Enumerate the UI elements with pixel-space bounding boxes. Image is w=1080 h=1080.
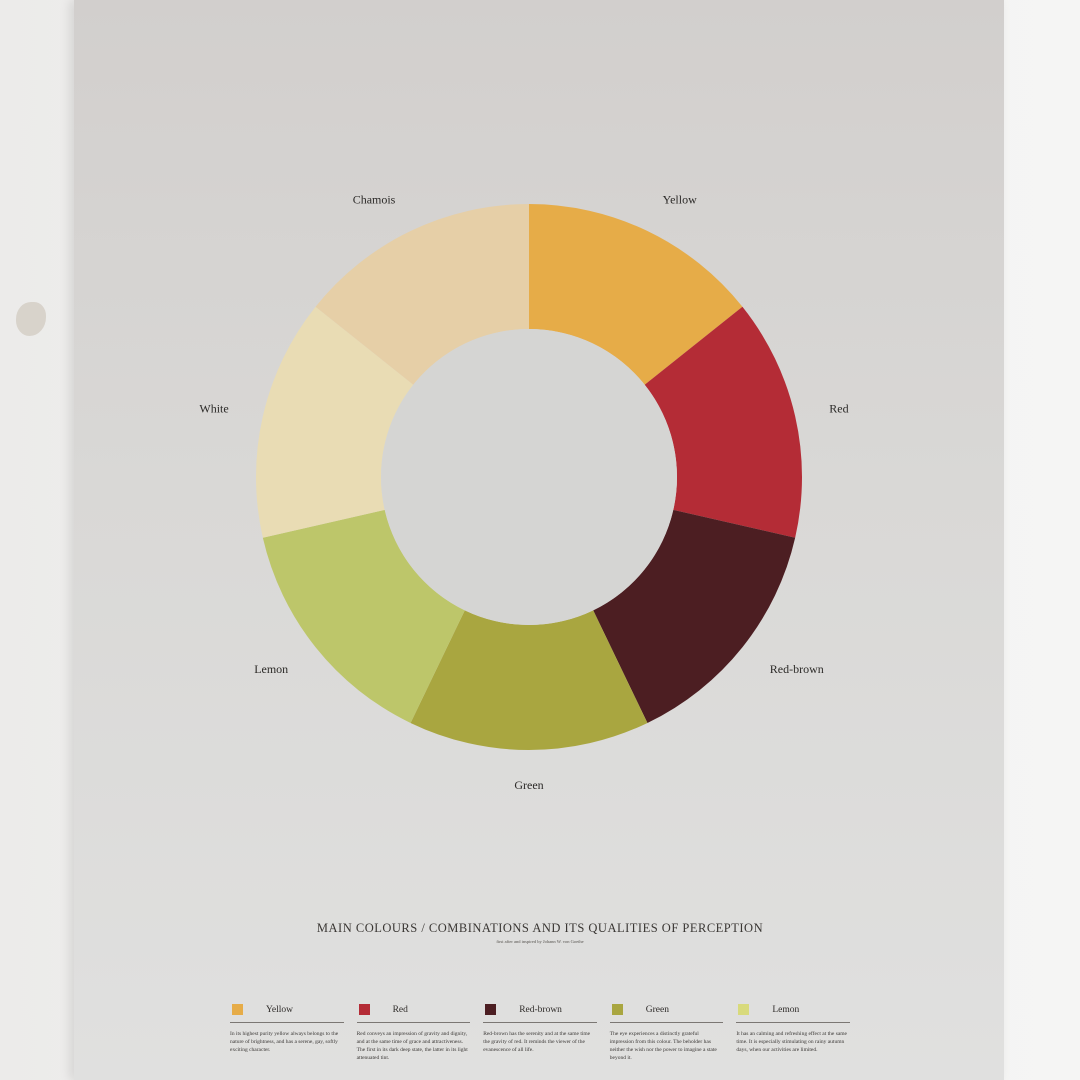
segment-label-white: White <box>199 401 228 415</box>
legend-swatch-green <box>611 1004 623 1015</box>
donut-segment-green <box>410 610 648 750</box>
chart-title: MAIN COLOURS / COMBINATIONS AND ITS QUAL… <box>316 921 764 935</box>
segment-label-green: Green <box>514 778 543 792</box>
legend-label-lemon: Lemon <box>772 1005 800 1015</box>
donut-segment-red <box>644 306 802 538</box>
donut-segment-white <box>255 306 414 538</box>
legend-swatch-lemon <box>738 1004 750 1015</box>
segment-label-chamois: Chamois <box>353 193 396 207</box>
legend-swatch-yellow <box>232 1004 243 1015</box>
legend-label-green: Green <box>645 1005 669 1015</box>
wall-paint-chip <box>16 302 46 336</box>
legend-description-red-brown: Red-brown has the serenity and at the sa… <box>483 1031 591 1053</box>
segment-label-lemon: Lemon <box>254 662 288 676</box>
segment-label-red-brown: Red-brown <box>770 662 824 676</box>
legend-label-red-brown: Red-brown <box>519 1005 562 1015</box>
legend-item-red: Red Red conveys an impression of gravity… <box>356 1000 471 1080</box>
donut-segment-red-brown <box>593 509 796 723</box>
legend-label-yellow: Yellow <box>266 1005 294 1015</box>
chart-subtitle: first after and inspired by Johann W. vo… <box>496 939 584 944</box>
legend-label-red: Red <box>392 1005 408 1015</box>
legend-swatch-red <box>358 1004 370 1015</box>
legend-item-lemon: Lemon It has an calming and refreshing e… <box>736 1000 850 1080</box>
legend: Yellow In its highest purity yellow alwa… <box>230 1000 850 1080</box>
donut-segment-yellow <box>529 204 743 385</box>
donut-segment-lemon <box>262 509 465 723</box>
legend-description-red: Red conveys an impression of gravity and… <box>356 1031 468 1061</box>
donut-segment-chamois <box>315 203 529 385</box>
segment-label-red: Red <box>829 401 848 415</box>
donut-hole <box>381 329 677 625</box>
legend-item-yellow: Yellow In its highest purity yellow alwa… <box>230 1000 344 1080</box>
legend-item-red-brown: Red-brown Red-brown has the serenity and… <box>483 1000 597 1080</box>
legend-swatch-red-brown <box>485 1004 497 1015</box>
legend-description-green: The eye experiences a distinctly gratefu… <box>609 1031 717 1061</box>
segment-label-yellow: Yellow <box>663 193 697 207</box>
legend-description-lemon: It has an calming and refreshing effect … <box>736 1031 847 1053</box>
legend-description-yellow: In its highest purity yellow always belo… <box>230 1031 339 1053</box>
legend-item-green: Green The eye experiences a distinctly g… <box>609 1000 724 1080</box>
